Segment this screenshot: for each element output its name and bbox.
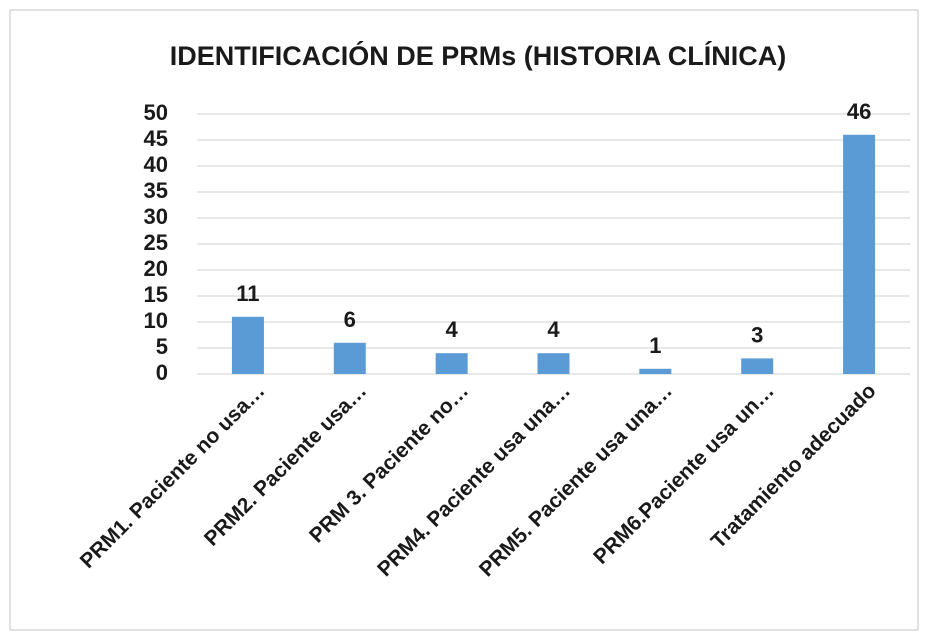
value-label: 4 <box>547 317 560 342</box>
value-label: 4 <box>446 317 459 342</box>
y-tick-label: 50 <box>144 100 168 125</box>
chart-title: IDENTIFICACIÓN DE PRMs (HISTORIA CLÍNICA… <box>170 40 787 71</box>
y-tick-label: 0 <box>156 360 168 385</box>
bar <box>231 316 264 374</box>
value-label: 11 <box>236 281 259 306</box>
y-tick-label: 10 <box>144 308 168 333</box>
y-tick-label: 45 <box>144 126 168 151</box>
value-label: 46 <box>847 99 871 124</box>
value-label: 1 <box>649 333 661 358</box>
bar <box>333 342 366 374</box>
bar <box>843 134 876 374</box>
chart-border <box>9 9 919 631</box>
y-tick-label: 15 <box>144 282 168 307</box>
bar <box>741 358 774 374</box>
bar <box>435 353 468 374</box>
y-tick-label: 20 <box>144 256 168 281</box>
y-tick-label: 40 <box>144 152 168 177</box>
value-label: 6 <box>344 307 356 332</box>
y-tick-label: 5 <box>156 334 168 359</box>
y-tick-label: 30 <box>144 204 168 229</box>
bar <box>639 368 672 374</box>
y-tick-label: 35 <box>144 178 168 203</box>
value-label: 3 <box>751 322 763 347</box>
y-tick-label: 25 <box>144 230 168 255</box>
bar <box>537 353 570 374</box>
